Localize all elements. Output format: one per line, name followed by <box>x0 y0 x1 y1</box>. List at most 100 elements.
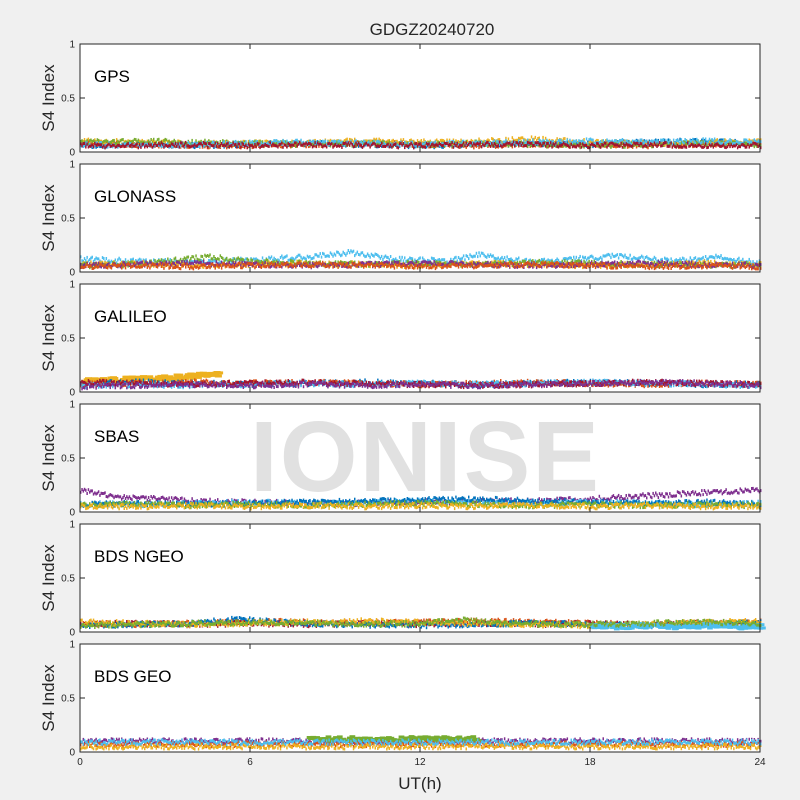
data-point <box>261 264 264 268</box>
data-point <box>250 141 252 145</box>
data-point <box>195 144 197 148</box>
data-point <box>182 258 184 262</box>
data-point <box>410 141 412 145</box>
data-point <box>434 140 437 144</box>
data-point <box>348 143 351 147</box>
data-point <box>357 253 360 256</box>
data-point <box>411 143 414 147</box>
data-point <box>473 254 475 258</box>
data-point <box>97 140 100 144</box>
data-point <box>521 144 524 148</box>
data-point <box>145 258 147 262</box>
data-point <box>699 141 702 145</box>
data-point <box>226 140 228 144</box>
data-point <box>100 143 102 147</box>
data-point <box>658 142 661 146</box>
data-point <box>730 139 732 143</box>
data-point <box>264 259 266 263</box>
data-point <box>103 262 105 266</box>
data-point <box>158 144 160 147</box>
data-point <box>91 144 93 148</box>
data-point <box>132 262 134 266</box>
data-point <box>373 141 375 145</box>
data-point <box>214 143 216 146</box>
data-point <box>386 141 388 145</box>
data-point <box>580 259 583 263</box>
data-point <box>258 260 260 263</box>
data-point <box>533 264 535 268</box>
data-point <box>478 251 480 255</box>
data-point <box>406 260 409 264</box>
data-point <box>594 139 597 143</box>
data-point <box>524 258 526 262</box>
data-point <box>114 141 117 145</box>
data-point <box>701 145 703 149</box>
data-point <box>364 140 366 144</box>
data-point <box>637 142 639 145</box>
data-point <box>736 140 739 144</box>
data-point <box>694 144 697 147</box>
data-point <box>347 249 350 252</box>
data-point <box>413 146 415 150</box>
data-point <box>282 260 284 264</box>
data-point <box>228 141 230 145</box>
data-point <box>149 141 151 145</box>
data-point <box>696 262 698 266</box>
data-point <box>92 262 95 266</box>
data-point <box>104 144 106 148</box>
data-point <box>469 253 471 257</box>
data-point <box>292 143 295 147</box>
data-point <box>594 257 597 261</box>
data-point <box>404 143 406 147</box>
data-point <box>190 257 192 261</box>
data-point <box>498 138 501 142</box>
data-point <box>573 255 575 259</box>
data-point <box>698 259 700 263</box>
data-point <box>137 144 140 148</box>
data-point <box>259 259 261 263</box>
data-point <box>402 138 405 142</box>
data-point <box>743 144 745 148</box>
data-point <box>565 144 567 148</box>
data-point <box>516 261 519 264</box>
data-point <box>710 139 712 143</box>
data-point <box>496 139 498 143</box>
data-point <box>456 141 458 145</box>
data-point <box>498 258 501 262</box>
data-point <box>491 254 493 258</box>
data-point <box>174 256 177 260</box>
data-point <box>743 140 745 144</box>
data-point <box>555 139 557 143</box>
data-point <box>269 256 271 260</box>
data-point <box>383 255 385 259</box>
data-point <box>338 142 341 146</box>
data-point <box>137 142 140 146</box>
data-point <box>521 141 524 145</box>
data-point <box>730 143 732 147</box>
data-point <box>510 143 512 147</box>
data-point <box>241 145 243 148</box>
data-point <box>523 262 525 266</box>
data-point <box>359 143 361 147</box>
data-point <box>630 144 633 148</box>
data-point <box>690 142 693 146</box>
data-point <box>603 254 606 258</box>
data-point <box>533 137 535 141</box>
data-point <box>176 262 178 266</box>
data-point <box>117 145 119 149</box>
data-point <box>505 136 507 140</box>
data-point <box>420 139 423 142</box>
data-point <box>637 257 639 261</box>
data-point <box>625 142 627 146</box>
data-point <box>569 265 571 269</box>
data-point <box>502 143 505 147</box>
data-point <box>722 257 725 261</box>
data-point <box>483 142 485 146</box>
data-point <box>509 258 511 261</box>
data-point <box>710 141 712 145</box>
data-point <box>729 261 731 265</box>
data-point <box>112 141 114 145</box>
data-point <box>91 255 93 259</box>
data-point <box>395 142 397 146</box>
data-point <box>369 255 371 259</box>
